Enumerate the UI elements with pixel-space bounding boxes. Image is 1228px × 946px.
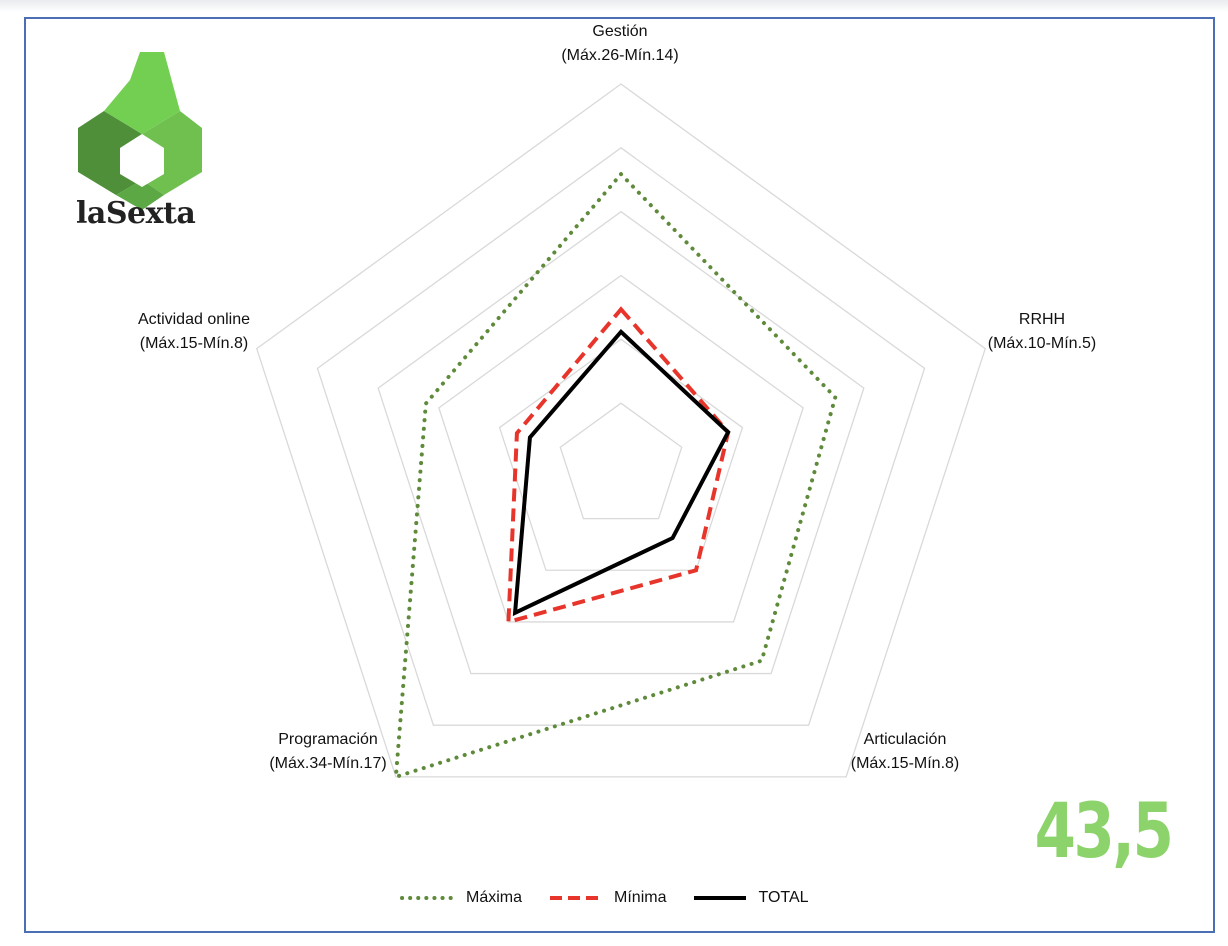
window-top-shadow: [0, 0, 1228, 12]
chart-frame: [24, 17, 1215, 933]
lasexta-logo-text: laSexta: [76, 196, 196, 231]
grid-ring-6: [255, 83, 987, 778]
axis-label-actividad-online: Actividad online (Máx.15-Mín.8): [137, 311, 251, 352]
grid-ring-1: [559, 402, 683, 520]
grid-ring-2: [498, 338, 744, 571]
axis-label-gestion: Gestión (Máx.26-Mín.14): [561, 23, 679, 64]
legend-swatch-maxima: [400, 896, 456, 900]
axis-label-articulacion: Articulación (Máx.15-Mín.8): [850, 731, 960, 772]
lasexta-logo-icon: [78, 52, 202, 210]
grid-ring-3: [438, 274, 804, 623]
legend-label-maxima: Máxima: [466, 889, 523, 906]
series-line-m-nima: [506, 306, 731, 625]
legend-swatch-minima: [550, 896, 603, 900]
chart-legend: Máxima Mínima TOTAL: [400, 884, 809, 912]
series-line-total: [512, 328, 731, 617]
legend-item-maxima: Máxima: [400, 889, 522, 907]
score-value: 43,5: [1035, 786, 1174, 875]
series-line-m-xima: [393, 171, 838, 780]
grid-ring-5: [316, 147, 926, 726]
legend-label-minima: Mínima: [614, 889, 667, 906]
axis-label-programacion: Programación (Máx.34-Mín.17): [269, 731, 387, 772]
legend-item-minima: Mínima: [548, 889, 666, 907]
legend-swatch-total: [694, 896, 747, 900]
axis-label-rrhh: RRHH (Máx.10-Mín.5): [987, 311, 1097, 352]
grid-ring-4: [377, 210, 865, 675]
legend-item-total: TOTAL: [692, 889, 809, 907]
legend-label-total: TOTAL: [758, 889, 809, 906]
